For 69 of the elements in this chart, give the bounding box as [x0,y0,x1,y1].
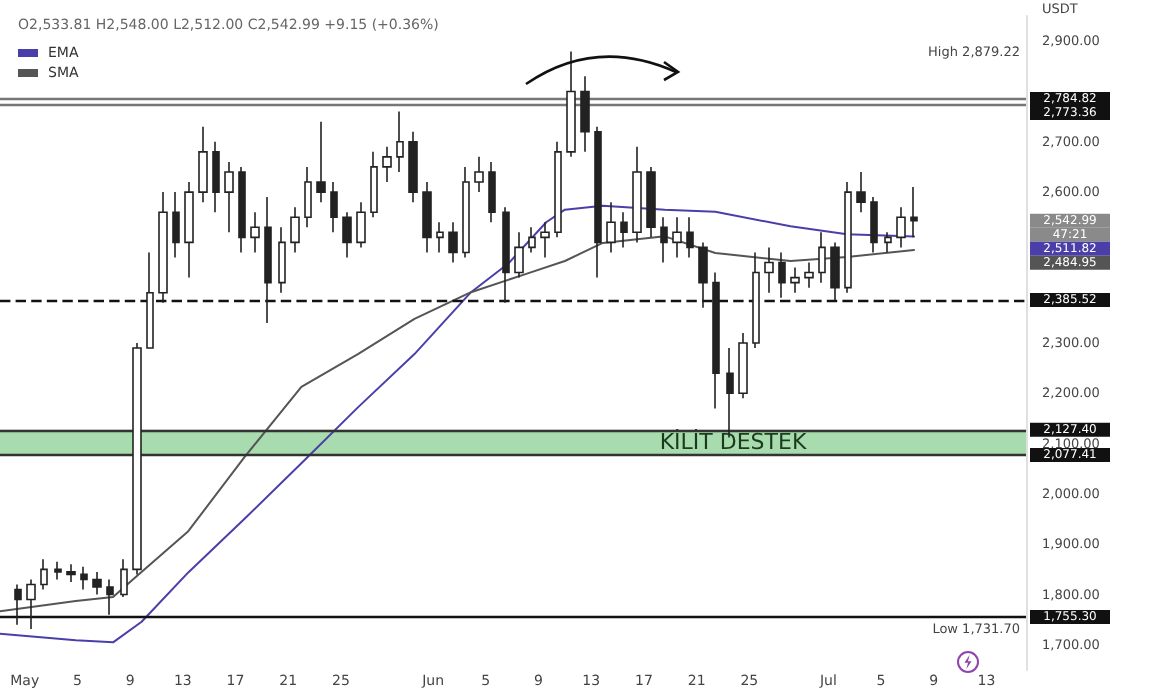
candlestick [778,251,786,299]
candlestick [646,166,656,239]
candlestick [870,196,878,254]
candlestick [540,221,550,259]
candlestick [448,221,458,264]
candlestick [290,206,300,254]
candlestick [184,181,194,279]
candlestick [80,566,88,591]
candlestick [238,166,246,254]
candlestick [40,558,48,591]
candlestick [120,558,128,598]
candlestick [264,196,272,324]
candlestick [92,571,102,596]
candlestick [896,206,906,249]
candlestick [698,241,708,309]
candlestick [830,241,840,302]
candlestick [528,226,536,254]
candlestick [158,191,168,304]
candlestick [316,120,326,203]
candlestick [278,226,286,294]
candlestick [818,231,826,284]
candlestick [396,110,404,173]
candlestick [14,583,22,626]
candlestick [488,161,496,224]
candlestick [370,151,378,219]
candlestick [224,161,234,234]
candlestick [342,211,352,259]
candlestick [26,578,36,630]
candlestick [910,186,918,239]
candlestick [462,166,470,259]
candlestick [408,130,418,203]
candlestick [474,156,484,193]
candlestick [844,181,852,294]
band-label: KİLİT DESTEK [659,427,808,456]
candlestick [502,206,510,304]
candlestick [632,146,642,244]
candlestick [764,246,774,294]
candlestick [172,191,180,259]
candlestick [146,251,154,349]
candlestick [672,216,682,259]
candlestick [554,140,562,239]
candlestick [132,342,142,576]
candlestick [712,271,720,410]
candlestick [660,216,668,264]
candlestick [738,332,748,400]
candlestick [606,201,616,254]
candlestick [304,166,312,229]
candlestick [436,221,444,254]
candlestick [804,261,814,289]
candlestick [594,125,602,279]
candlestick [250,211,260,254]
candlestick [356,201,366,249]
candlestick [212,140,220,213]
candlestick [54,561,62,581]
candlestick [790,266,800,294]
candlestick [422,181,432,254]
candlestick [66,563,76,583]
candlestick [620,211,628,249]
candlestick [884,231,892,254]
candlestick [106,578,114,616]
candlestick [752,251,760,349]
candlestick [580,75,590,153]
candlestick [856,171,866,213]
candlestick [198,125,208,203]
candlestick [566,50,576,158]
candlestick [330,181,338,234]
candlestick [382,146,392,183]
candlestick [514,231,524,279]
candlestick [686,216,694,259]
